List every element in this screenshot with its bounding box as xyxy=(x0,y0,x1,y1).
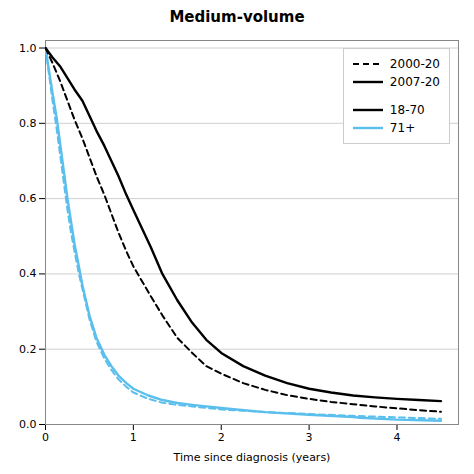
html-text:18-70: 18-70 xyxy=(389,103,425,117)
svg-text:Time since diagnosis (years): Time since diagnosis (years) xyxy=(173,451,331,464)
html-text:71+: 71+ xyxy=(389,121,416,135)
svg-text:0.6: 0.6 xyxy=(19,192,37,205)
html-text:Medium-volume: Medium-volume xyxy=(169,8,305,26)
svg-text:0.4: 0.4 xyxy=(19,267,37,280)
svg-text:0.0: 0.0 xyxy=(19,418,37,431)
svg-text:4: 4 xyxy=(393,431,400,444)
svg-text:1.0: 1.0 xyxy=(19,42,37,55)
svg-text:0.2: 0.2 xyxy=(19,343,37,356)
svg-text:0: 0 xyxy=(42,431,49,444)
svg-text:0.8: 0.8 xyxy=(19,117,37,130)
svg-text:2: 2 xyxy=(218,431,225,444)
svg-text:1: 1 xyxy=(130,431,137,444)
html-text:2007-20: 2007-20 xyxy=(389,75,440,89)
html-text:2000-20: 2000-20 xyxy=(389,57,440,71)
svg-text:3: 3 xyxy=(306,431,313,444)
